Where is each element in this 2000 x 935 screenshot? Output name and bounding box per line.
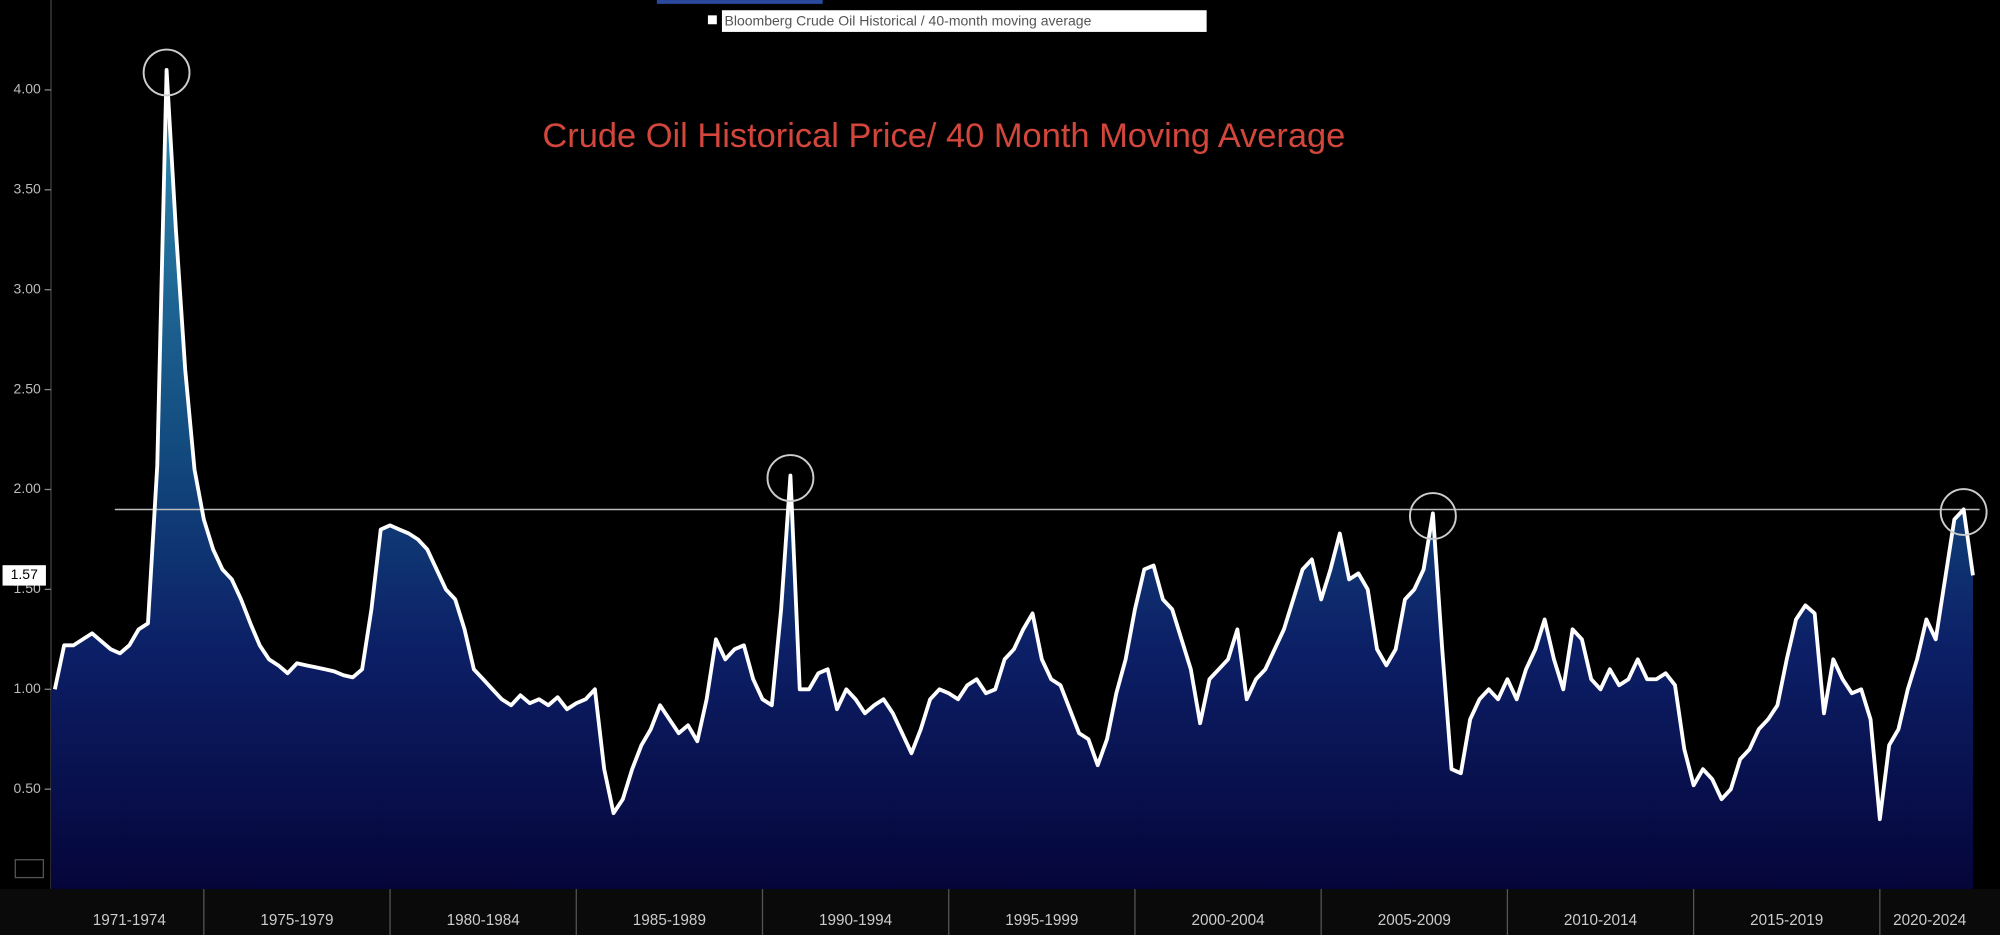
line [52,68,1975,822]
y-tick-label: 2.00 [14,480,41,496]
y-tick-label: 0.50 [14,780,41,796]
peak-circle [1408,492,1457,540]
x-tick-label: 1971-1974 [93,912,167,929]
y-tick-label: 3.00 [14,280,41,296]
log-icon [14,859,45,879]
x-tick-label: 2000-2004 [1191,912,1265,929]
x-tick-label: 1995-1999 [1005,912,1078,929]
x-tick-label: 2010-2014 [1564,912,1638,929]
peak-circle [766,454,815,502]
peak-circle [142,48,191,97]
last-value-label: 1.57 [11,566,38,582]
x-tick-label: 1990-1994 [819,912,893,929]
legend-label: Bloomberg Crude Oil Historical / 40-mont… [724,12,1091,28]
top-tab [656,0,823,4]
x-tick-label: 2005-2009 [1378,912,1451,929]
x-tick-label: 2020-2024 [1893,912,1967,929]
y-tick-label: 1.00 [14,680,41,696]
y-tick-label: 4.00 [14,81,41,97]
legend-box [721,10,1207,32]
legend-swatch [707,15,717,25]
x-tick-label: 1985-1989 [633,912,706,929]
y-tick-label: 3.50 [14,181,41,197]
last-value-box [2,565,46,586]
area [51,69,1973,890]
x-tick-label: 1975-1979 [260,912,333,929]
x-tick-label: 2015-2019 [1750,912,1823,929]
peak-circle [1939,488,1988,536]
chart-title: Crude Oil Historical Price/ 40 Month Mov… [542,117,1345,155]
x-axis-strip [0,889,2000,935]
y-tick-label: 2.50 [14,380,41,396]
x-tick-label: 1980-1984 [447,912,521,929]
